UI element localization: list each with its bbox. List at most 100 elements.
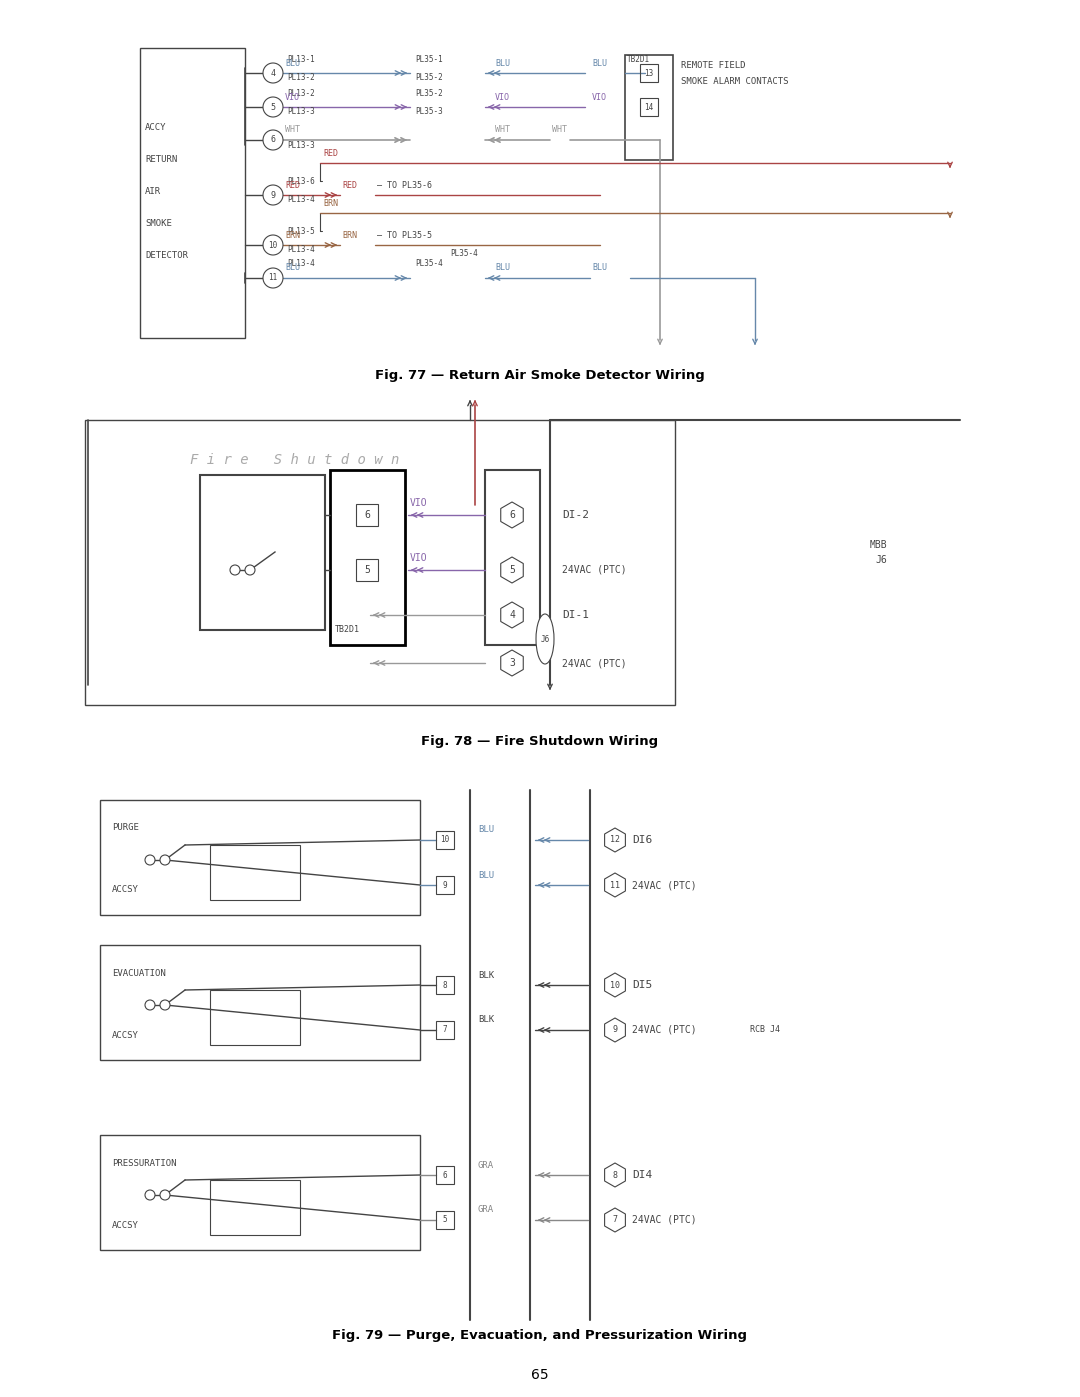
Polygon shape — [501, 650, 523, 676]
Text: RETURN: RETURN — [145, 155, 177, 165]
Bar — [436, 876, 454, 894]
Text: RED: RED — [285, 180, 300, 190]
Text: PL13-1: PL13-1 — [287, 54, 314, 63]
Text: TB2D1: TB2D1 — [627, 56, 650, 64]
Text: 6: 6 — [364, 510, 370, 520]
Circle shape — [264, 96, 283, 117]
Text: J6: J6 — [875, 555, 887, 564]
Text: BLU: BLU — [592, 59, 607, 67]
Text: VIO: VIO — [592, 92, 607, 102]
Bar — [140, 47, 245, 338]
Text: 6: 6 — [270, 136, 275, 144]
Polygon shape — [605, 972, 625, 997]
Circle shape — [264, 63, 283, 82]
Text: PL13-3: PL13-3 — [287, 141, 314, 149]
Bar — [485, 469, 540, 645]
Bar — [100, 800, 420, 915]
Circle shape — [230, 564, 240, 576]
Text: DETECTOR: DETECTOR — [145, 251, 188, 260]
Text: 24VAC (PTC): 24VAC (PTC) — [562, 564, 626, 576]
Text: Fig. 79 — Purge, Evacuation, and Pressurization Wiring: Fig. 79 — Purge, Evacuation, and Pressur… — [333, 1329, 747, 1341]
Text: — TO PL35-6: — TO PL35-6 — [377, 180, 432, 190]
Text: J6: J6 — [540, 634, 550, 644]
Text: DI6: DI6 — [632, 835, 652, 845]
Text: BLK: BLK — [478, 1016, 495, 1024]
Text: AIR: AIR — [145, 187, 161, 197]
Text: VIO: VIO — [410, 497, 428, 509]
Text: PL35-2: PL35-2 — [415, 74, 443, 82]
Text: 12: 12 — [610, 835, 620, 845]
Text: 14: 14 — [645, 102, 653, 112]
Bar — [436, 977, 454, 995]
Text: 4: 4 — [270, 68, 275, 77]
Bar — [640, 98, 658, 116]
Text: — TO PL35-5: — TO PL35-5 — [377, 231, 432, 239]
Text: 6: 6 — [509, 510, 515, 520]
Circle shape — [145, 1190, 156, 1200]
Text: ACCSY: ACCSY — [112, 1031, 139, 1039]
Ellipse shape — [536, 615, 554, 664]
Text: SMOKE ALARM CONTACTS: SMOKE ALARM CONTACTS — [681, 77, 788, 85]
Text: PRESSURATION: PRESSURATION — [112, 1158, 176, 1168]
Text: 8: 8 — [612, 1171, 618, 1179]
Circle shape — [160, 1190, 170, 1200]
Circle shape — [264, 268, 283, 288]
Text: DI4: DI4 — [632, 1171, 652, 1180]
Text: 4: 4 — [509, 610, 515, 620]
Text: PL13-3: PL13-3 — [287, 108, 314, 116]
Text: BRN: BRN — [342, 231, 357, 239]
Text: SMOKE: SMOKE — [145, 219, 172, 229]
Text: BLU: BLU — [478, 870, 495, 880]
Polygon shape — [605, 1018, 625, 1042]
Bar — [330, 469, 405, 645]
Text: GRA: GRA — [478, 1161, 495, 1169]
Text: PL13-2: PL13-2 — [287, 74, 314, 82]
Text: PL35-1: PL35-1 — [415, 54, 443, 63]
Text: BLU: BLU — [592, 264, 607, 272]
Bar — [436, 1021, 454, 1039]
Text: PL35-3: PL35-3 — [415, 108, 443, 116]
Text: BRN: BRN — [323, 198, 338, 208]
Text: 7: 7 — [443, 1025, 447, 1035]
Circle shape — [145, 1000, 156, 1010]
Text: WHT: WHT — [552, 126, 567, 134]
Polygon shape — [605, 1162, 625, 1187]
Text: RED: RED — [323, 148, 338, 158]
Text: WHT: WHT — [495, 126, 510, 134]
Text: PL13-4: PL13-4 — [287, 260, 314, 268]
Text: VIO: VIO — [410, 553, 428, 563]
Text: WHT: WHT — [285, 126, 300, 134]
Text: 11: 11 — [268, 274, 278, 282]
Bar — [356, 559, 378, 581]
Text: 24VAC (PTC): 24VAC (PTC) — [632, 880, 697, 890]
Text: 7: 7 — [612, 1215, 618, 1225]
Bar — [100, 1134, 420, 1250]
Bar — [436, 1211, 454, 1229]
Bar — [100, 944, 420, 1060]
Text: GRA: GRA — [478, 1206, 495, 1214]
Text: DI5: DI5 — [632, 981, 652, 990]
Text: ACCSY: ACCSY — [112, 886, 139, 894]
Text: PL13-6: PL13-6 — [287, 176, 314, 186]
Polygon shape — [605, 1208, 625, 1232]
Circle shape — [160, 855, 170, 865]
Text: 10: 10 — [268, 240, 278, 250]
Text: 5: 5 — [443, 1215, 447, 1225]
Circle shape — [264, 130, 283, 149]
Polygon shape — [605, 828, 625, 852]
Bar — [625, 54, 673, 161]
Text: PL13-4: PL13-4 — [287, 246, 314, 254]
Bar — [200, 475, 325, 630]
Text: MBB: MBB — [870, 541, 888, 550]
Circle shape — [245, 564, 255, 576]
Text: 24VAC (PTC): 24VAC (PTC) — [562, 658, 626, 668]
Text: 10: 10 — [441, 835, 449, 845]
Text: ACCSY: ACCSY — [112, 1221, 139, 1229]
Polygon shape — [501, 602, 523, 629]
Text: 9: 9 — [443, 880, 447, 890]
Text: VIO: VIO — [285, 92, 300, 102]
Text: RCB J4: RCB J4 — [750, 1025, 780, 1035]
Text: DI-2: DI-2 — [562, 510, 589, 520]
Text: EVACUATION: EVACUATION — [112, 968, 165, 978]
Text: PL13-2: PL13-2 — [287, 88, 314, 98]
